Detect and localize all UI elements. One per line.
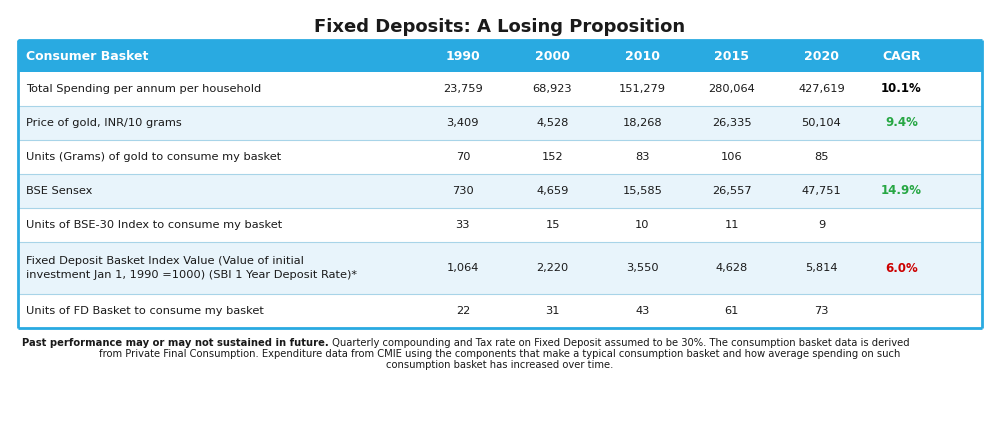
- Bar: [18, 72, 982, 106]
- Text: 33: 33: [456, 220, 470, 230]
- Text: Fixed Deposit Basket Index Value (Value of initial
investment Jan 1, 1990 =1000): Fixed Deposit Basket Index Value (Value …: [26, 256, 357, 280]
- Text: 106: 106: [721, 152, 743, 162]
- Text: 4,628: 4,628: [716, 263, 748, 273]
- Text: 9: 9: [818, 220, 825, 230]
- Text: Total Spending per annum per household: Total Spending per annum per household: [26, 84, 261, 94]
- Text: 3,409: 3,409: [447, 118, 479, 128]
- Text: 70: 70: [456, 152, 470, 162]
- Text: 2015: 2015: [714, 50, 749, 62]
- Text: 2000: 2000: [535, 50, 570, 62]
- Text: 23,759: 23,759: [443, 84, 483, 94]
- Text: 43: 43: [635, 306, 649, 316]
- Text: 427,619: 427,619: [798, 84, 845, 94]
- Text: Past performance may or may not sustained in future.: Past performance may or may not sustaine…: [22, 338, 329, 348]
- Text: Fixed Deposits: A Losing Proposition: Fixed Deposits: A Losing Proposition: [314, 18, 686, 36]
- Text: 31: 31: [545, 306, 560, 316]
- Text: 68,923: 68,923: [533, 84, 572, 94]
- Text: 280,064: 280,064: [708, 84, 755, 94]
- Text: BSE Sensex: BSE Sensex: [26, 186, 92, 196]
- Text: 15: 15: [545, 220, 560, 230]
- Text: 26,557: 26,557: [712, 186, 752, 196]
- Text: Price of gold, INR/10 grams: Price of gold, INR/10 grams: [26, 118, 182, 128]
- Text: Units (Grams) of gold to consume my basket: Units (Grams) of gold to consume my bask…: [26, 152, 281, 162]
- Bar: [18, 242, 982, 294]
- Text: Quarterly compounding and Tax rate on Fixed Deposit assumed to be 30%. The consu: Quarterly compounding and Tax rate on Fi…: [329, 338, 909, 348]
- Text: Units of BSE-30 Index to consume my basket: Units of BSE-30 Index to consume my bask…: [26, 220, 282, 230]
- Text: 2,220: 2,220: [536, 263, 569, 273]
- Text: 47,751: 47,751: [802, 186, 841, 196]
- Bar: [18, 294, 982, 328]
- Text: 152: 152: [542, 152, 563, 162]
- Text: 151,279: 151,279: [619, 84, 666, 94]
- Text: 5,814: 5,814: [805, 263, 838, 273]
- Text: 4,659: 4,659: [536, 186, 569, 196]
- Text: 9.4%: 9.4%: [885, 116, 918, 129]
- Text: 3,550: 3,550: [626, 263, 659, 273]
- Bar: [18, 208, 982, 242]
- Text: 50,104: 50,104: [802, 118, 841, 128]
- Text: 730: 730: [452, 186, 474, 196]
- Text: 2020: 2020: [804, 50, 839, 62]
- Text: 1,064: 1,064: [447, 263, 479, 273]
- Text: 22: 22: [456, 306, 470, 316]
- Bar: [18, 140, 982, 174]
- Bar: [18, 106, 982, 140]
- Text: consumption basket has increased over time.: consumption basket has increased over ti…: [386, 360, 614, 370]
- Text: 83: 83: [635, 152, 649, 162]
- Text: from Private Final Consumption. Expenditure data from CMIE using the components : from Private Final Consumption. Expendit…: [99, 349, 901, 359]
- Text: Consumer Basket: Consumer Basket: [26, 50, 148, 62]
- Text: 6.0%: 6.0%: [885, 261, 918, 274]
- Bar: [18, 40, 982, 72]
- Text: 18,268: 18,268: [622, 118, 662, 128]
- Text: 26,335: 26,335: [712, 118, 752, 128]
- Bar: [18, 174, 982, 208]
- Text: 2010: 2010: [625, 50, 660, 62]
- Text: 1990: 1990: [446, 50, 480, 62]
- Text: 61: 61: [725, 306, 739, 316]
- Text: 11: 11: [725, 220, 739, 230]
- Text: 10.1%: 10.1%: [881, 83, 922, 95]
- Text: 73: 73: [814, 306, 829, 316]
- Text: Units of FD Basket to consume my basket: Units of FD Basket to consume my basket: [26, 306, 264, 316]
- Text: 14.9%: 14.9%: [881, 185, 922, 198]
- Text: 10: 10: [635, 220, 649, 230]
- Text: 4,528: 4,528: [536, 118, 569, 128]
- Text: 85: 85: [814, 152, 829, 162]
- Text: CAGR: CAGR: [882, 50, 921, 62]
- Text: 15,585: 15,585: [622, 186, 662, 196]
